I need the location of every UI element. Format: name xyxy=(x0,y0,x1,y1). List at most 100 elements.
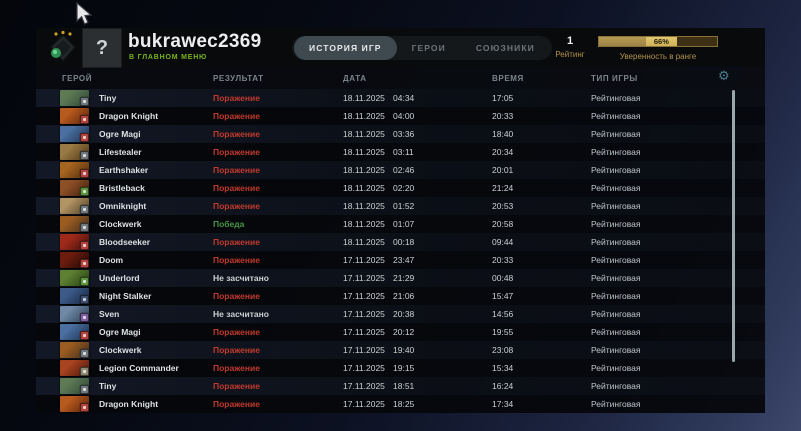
match-row[interactable]: Night Stalker Поражение 17.11.2025 21:06… xyxy=(36,287,765,305)
match-row[interactable]: Dragon Knight Поражение 17.11.2025 18:25… xyxy=(36,395,765,413)
rank-confidence-fill: 66% xyxy=(599,37,677,46)
match-row[interactable]: Clockwerk Поражение 17.11.2025 19:40 23:… xyxy=(36,341,765,359)
match-duration: 21:24 xyxy=(492,183,514,193)
game-type: Рейтинговая xyxy=(591,201,641,211)
hero-name: Bristleback xyxy=(99,183,145,193)
match-start-time: 03:36 xyxy=(393,129,415,139)
match-date: 18.11.2025 xyxy=(343,93,385,103)
match-row[interactable]: Bloodseeker Поражение 18.11.2025 00:18 0… xyxy=(36,233,765,251)
match-start-time: 02:20 xyxy=(393,183,415,193)
profile-header: ? bukrawec2369 В ГЛАВНОМ МЕНЮ ИСТОРИЯ ИГ… xyxy=(36,28,765,68)
game-type: Рейтинговая xyxy=(591,291,641,301)
game-type: Рейтинговая xyxy=(591,363,641,373)
game-type: Рейтинговая xyxy=(591,327,641,337)
match-result: Поражение xyxy=(213,291,260,301)
match-date: 18.11.2025 xyxy=(343,111,385,121)
scrollbar-thumb[interactable] xyxy=(732,90,735,362)
tab-match-history[interactable]: ИСТОРИЯ ИГР xyxy=(294,36,397,60)
match-row[interactable]: Dragon Knight Поражение 18.11.2025 04:00… xyxy=(36,107,765,125)
match-row[interactable]: Bristleback Поражение 18.11.2025 02:20 2… xyxy=(36,179,765,197)
match-duration: 20:33 xyxy=(492,111,514,121)
game-type: Рейтинговая xyxy=(591,255,641,265)
profile-panel: ? bukrawec2369 В ГЛАВНОМ МЕНЮ ИСТОРИЯ ИГ… xyxy=(36,28,765,413)
match-result: Поражение xyxy=(213,363,260,373)
match-start-time: 18:25 xyxy=(393,399,415,409)
column-header-hero: ГЕРОЙ xyxy=(62,74,93,83)
mouse-cursor-icon xyxy=(76,2,93,25)
hero-name: Sven xyxy=(99,309,120,319)
match-row[interactable]: Underlord Не засчитано 17.11.2025 21:29 … xyxy=(36,269,765,287)
match-start-time: 02:46 xyxy=(393,165,415,175)
game-type: Рейтинговая xyxy=(591,129,641,139)
match-start-time: 23:47 xyxy=(393,255,415,265)
facet-icon xyxy=(80,115,89,124)
match-duration: 16:24 xyxy=(492,381,514,391)
facet-icon xyxy=(80,349,89,358)
match-result: Поражение xyxy=(213,111,260,121)
rank-confidence-bar: 66% xyxy=(598,36,718,47)
hero-name: Omniknight xyxy=(99,201,147,211)
match-result: Поражение xyxy=(213,183,260,193)
facet-icon xyxy=(80,259,89,268)
rank-confidence-label: Уверенность в ранге xyxy=(619,52,697,61)
match-row[interactable]: Omniknight Поражение 18.11.2025 01:52 20… xyxy=(36,197,765,215)
match-duration: 15:34 xyxy=(492,363,514,373)
game-type: Рейтинговая xyxy=(591,219,641,229)
match-row[interactable]: Clockwerk Победа 18.11.2025 01:07 20:58 … xyxy=(36,215,765,233)
rank-confidence-percent: 66% xyxy=(645,37,677,46)
match-row[interactable]: Ogre Magi Поражение 17.11.2025 20:12 19:… xyxy=(36,323,765,341)
game-type: Рейтинговая xyxy=(591,93,641,103)
match-date: 18.11.2025 xyxy=(343,147,385,157)
match-start-time: 01:52 xyxy=(393,201,415,211)
match-row[interactable]: Tiny Поражение 18.11.2025 04:34 17:05 Ре… xyxy=(36,89,765,107)
settings-gear-icon[interactable]: ⚙ xyxy=(718,68,730,83)
match-duration: 20:01 xyxy=(492,165,514,175)
match-row[interactable]: Ogre Magi Поражение 18.11.2025 03:36 18:… xyxy=(36,125,765,143)
match-result: Поражение xyxy=(213,237,260,247)
match-start-time: 19:15 xyxy=(393,363,415,373)
match-duration: 18:40 xyxy=(492,129,514,139)
match-date: 17.11.2025 xyxy=(343,255,385,265)
match-row[interactable]: Tiny Поражение 17.11.2025 18:51 16:24 Ре… xyxy=(36,377,765,395)
match-duration: 09:44 xyxy=(492,237,514,247)
match-date: 18.11.2025 xyxy=(343,219,385,229)
facet-icon xyxy=(80,97,89,106)
match-date: 17.11.2025 xyxy=(343,291,385,301)
match-row[interactable]: Lifestealer Поражение 18.11.2025 03:11 2… xyxy=(36,143,765,161)
profile-tabs: ИСТОРИЯ ИГР ГЕРОИ СОЮЗНИКИ xyxy=(292,36,552,60)
rating-value: 1 xyxy=(566,35,574,47)
match-row[interactable]: Doom Поражение 17.11.2025 23:47 20:33 Ре… xyxy=(36,251,765,269)
match-row[interactable]: Legion Commander Поражение 17.11.2025 19… xyxy=(36,359,765,377)
match-result: Поражение xyxy=(213,165,260,175)
tab-allies[interactable]: СОЮЗНИКИ xyxy=(475,43,535,53)
hero-name: Night Stalker xyxy=(99,291,152,301)
match-result: Поражение xyxy=(213,255,260,265)
match-date: 18.11.2025 xyxy=(343,201,385,211)
match-result: Поражение xyxy=(213,345,260,355)
match-start-time: 00:18 xyxy=(393,237,415,247)
player-status: В ГЛАВНОМ МЕНЮ xyxy=(129,54,208,61)
facet-icon xyxy=(80,133,89,142)
match-duration: 20:33 xyxy=(492,255,514,265)
match-start-time: 21:29 xyxy=(393,273,415,283)
hero-name: Underlord xyxy=(99,273,140,283)
game-type: Рейтинговая xyxy=(591,111,641,121)
match-row[interactable]: Sven Не засчитано 17.11.2025 20:38 14:56… xyxy=(36,305,765,323)
rank-medal-icon xyxy=(49,30,77,63)
match-duration: 17:05 xyxy=(492,93,514,103)
tab-heroes[interactable]: ГЕРОИ xyxy=(411,43,446,53)
hero-name: Lifestealer xyxy=(99,147,142,157)
match-row[interactable]: Earthshaker Поражение 18.11.2025 02:46 2… xyxy=(36,161,765,179)
match-duration: 20:58 xyxy=(492,219,514,229)
game-type: Рейтинговая xyxy=(591,381,641,391)
match-date: 17.11.2025 xyxy=(343,345,385,355)
match-start-time: 20:12 xyxy=(393,327,415,337)
rating-label: Рейтинг xyxy=(555,50,585,59)
facet-icon xyxy=(80,277,89,286)
match-result: Поражение xyxy=(213,201,260,211)
match-date: 17.11.2025 xyxy=(343,381,385,391)
hero-name: Legion Commander xyxy=(99,363,179,373)
match-start-time: 03:11 xyxy=(393,147,414,157)
game-type: Рейтинговая xyxy=(591,147,641,157)
